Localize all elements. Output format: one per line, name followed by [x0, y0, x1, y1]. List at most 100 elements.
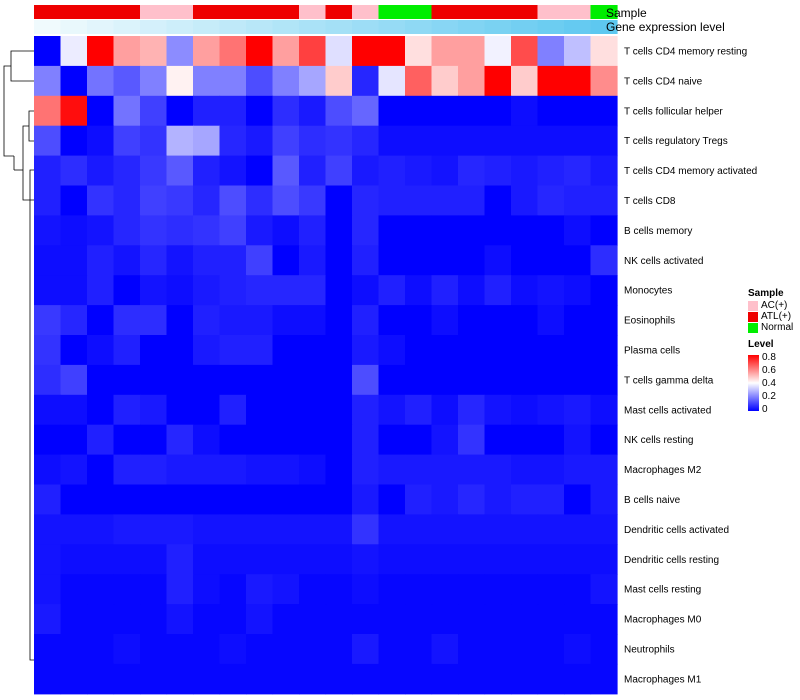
heatmap-cell	[87, 245, 115, 276]
expression-annotation-cell	[34, 20, 62, 34]
heatmap-cell	[219, 335, 247, 366]
heatmap-cell	[193, 454, 221, 486]
sample-annotation-cell	[511, 5, 539, 19]
heatmap-cell	[352, 574, 380, 605]
heatmap-cell	[325, 514, 353, 545]
heatmap-cell	[60, 215, 88, 246]
heatmap-cell	[405, 185, 433, 216]
heatmap-cell	[299, 574, 327, 605]
heatmap-cell	[484, 364, 512, 396]
heatmap-cell	[484, 305, 512, 336]
heatmap-cell	[87, 604, 115, 635]
heatmap-cell	[352, 484, 380, 515]
heatmap-cell	[299, 95, 327, 127]
heatmap-cell	[140, 95, 168, 127]
heatmap-cell	[34, 484, 62, 515]
heatmap-cell	[537, 454, 565, 486]
heatmap-cell	[405, 424, 433, 456]
heatmap-cell	[113, 394, 141, 426]
heatmap-cell	[246, 484, 274, 515]
heatmap-cell	[113, 245, 141, 276]
row-label: Mast cells activated	[624, 405, 711, 416]
heatmap-cell	[431, 305, 459, 336]
heatmap-cell	[246, 335, 274, 366]
heatmap-cell	[113, 155, 141, 187]
legend-level-scale: 0.8 0.6 0.4 0.2 0	[748, 353, 793, 415]
heatmap-cell	[299, 125, 327, 157]
heatmap-cell	[325, 305, 353, 336]
legend-label-normal: Normal	[761, 322, 794, 333]
sample-annotation-cell	[537, 5, 565, 19]
heatmap-cell	[405, 155, 433, 187]
heatmap-cell	[193, 663, 221, 695]
heatmap-cell	[299, 36, 327, 67]
heatmap-cell	[352, 335, 380, 366]
level-tick: 0.2	[762, 391, 776, 402]
heatmap-cell	[246, 604, 274, 635]
heatmap-cell	[219, 634, 247, 665]
heatmap-cell	[458, 185, 486, 216]
heatmap-cell	[60, 634, 88, 665]
heatmap-cell	[511, 95, 539, 127]
row-label: T cells CD4 naive	[624, 76, 703, 87]
heatmap-cell	[590, 604, 618, 635]
heatmap-cell	[378, 634, 406, 665]
heatmap-cell	[352, 65, 380, 97]
expression-annotation-cell	[219, 20, 247, 34]
heatmap-cell	[272, 185, 300, 216]
heatmap-cell	[140, 36, 168, 67]
expression-annotation-cell	[431, 20, 459, 34]
heatmap-cell	[484, 65, 512, 97]
heatmap-cell	[299, 215, 327, 246]
heatmap-cell	[484, 484, 512, 515]
heatmap-cell	[537, 305, 565, 336]
heatmap-cell	[87, 484, 115, 515]
heatmap-cell	[219, 424, 247, 456]
heatmap-cell	[537, 65, 565, 97]
heatmap-cell	[272, 215, 300, 246]
heatmap-cell	[219, 394, 247, 426]
heatmap-cell	[484, 574, 512, 605]
heatmap-cell	[431, 424, 459, 456]
heatmap-cell	[34, 155, 62, 187]
heatmap-cell	[325, 155, 353, 187]
heatmap-cell	[484, 245, 512, 276]
heatmap-cell	[193, 215, 221, 246]
heatmap-cell	[299, 245, 327, 276]
expression-annotation-cell	[405, 20, 433, 34]
heatmap-cell	[564, 663, 592, 695]
heatmap-cell	[564, 275, 592, 306]
heatmap-cell	[166, 604, 194, 635]
sample-annotation-cell	[325, 5, 353, 19]
dendrogram-branch	[29, 169, 34, 661]
heatmap-cell	[272, 604, 300, 635]
row-labels: T cells CD4 memory resting T cells CD4 na…	[624, 46, 757, 685]
heatmap-cell	[272, 36, 300, 67]
heatmap-cell	[431, 364, 459, 396]
heatmap-cell	[431, 125, 459, 157]
heatmap-cell	[272, 574, 300, 605]
expression-annotation-cell	[511, 20, 539, 34]
heatmap-cell	[590, 95, 618, 127]
heatmap-cell	[484, 275, 512, 306]
annotation-labels: Sample Gene expression level	[606, 6, 725, 34]
heatmap-cell	[431, 544, 459, 575]
heatmap-cell	[590, 484, 618, 515]
heatmap-cell	[219, 454, 247, 486]
heatmap-cell	[34, 275, 62, 306]
heatmap-cell	[511, 36, 539, 67]
row-label: T cells gamma delta	[624, 375, 714, 386]
heatmap-cell	[405, 634, 433, 665]
heatmap-cell	[140, 125, 168, 157]
heatmap-cell	[166, 305, 194, 336]
heatmap-cell	[246, 65, 274, 97]
heatmap-cell	[484, 394, 512, 426]
heatmap-cell	[458, 364, 486, 396]
row-label: Macrophages M2	[624, 465, 702, 476]
heatmap-cell	[484, 215, 512, 246]
sample-annotation-cell	[166, 5, 194, 19]
row-label: NK cells activated	[624, 256, 703, 267]
heatmap-cell	[537, 394, 565, 426]
heatmap-cell	[511, 544, 539, 575]
